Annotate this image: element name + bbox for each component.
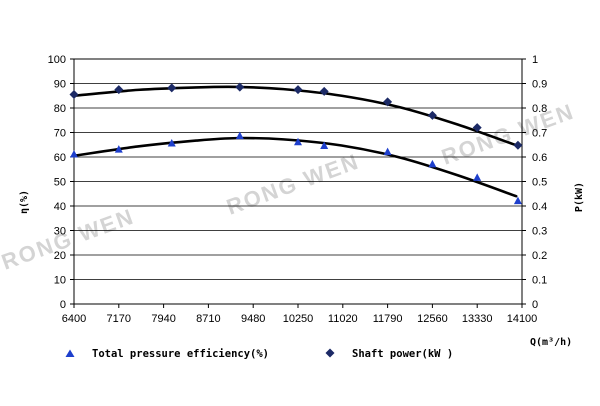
x-tick-label: 7940	[151, 313, 175, 325]
legend-efficiency-label: Total pressure efficiency(%)	[92, 348, 269, 360]
shaft-power-point	[293, 85, 303, 95]
x-tick-label: 7170	[107, 313, 131, 325]
y-left-tick-label: 20	[54, 250, 66, 262]
shaft-power-point	[114, 85, 124, 95]
y-left-tick-label: 30	[54, 226, 66, 238]
efficiency-point	[513, 196, 522, 205]
x-tick-label: 8710	[196, 313, 220, 325]
x-tick-label: 6400	[62, 313, 86, 325]
efficiency-point	[294, 137, 302, 146]
shaft-power-point	[69, 90, 79, 100]
shaft-power-point	[472, 123, 482, 133]
efficiency-point	[320, 141, 329, 149]
legend-shaft-power-label: Shaft power(kW )	[352, 348, 453, 360]
x-tick-label: 9480	[241, 313, 265, 325]
x-tick-label: 13330	[462, 313, 493, 325]
x-axis-ticks: 6400 7170 7940 8710 9480 10250 11020 11790 12560…	[62, 304, 538, 325]
x-tick-label: 12560	[417, 313, 448, 325]
y-right-axis-ticks: 0 0.1 0.2 0.3 0.4 0.5 0.6 0.7 0.8 0.9 1	[522, 54, 547, 311]
y-left-tick-label: 60	[54, 152, 66, 164]
y-left-tick-label: 10	[54, 275, 66, 287]
y-right-tick-label: 0.4	[532, 201, 547, 213]
x-tick-label: 10250	[283, 313, 314, 325]
y-left-axis-label: η(%)	[19, 190, 30, 214]
y-right-tick-label: 0.3	[532, 226, 547, 238]
y-right-tick-label: 0.7	[532, 128, 547, 140]
x-tick-label: 11790	[373, 313, 403, 325]
efficiency-point	[383, 147, 392, 156]
shaft-power-point	[319, 86, 329, 96]
shaft-power-point	[427, 110, 437, 120]
y-left-tick-label: 50	[54, 177, 66, 189]
efficiency-fit-curve	[72, 136, 518, 198]
x-tick-label: 11020	[328, 313, 358, 325]
data-points	[69, 82, 523, 205]
y-right-tick-label: 0.8	[532, 103, 547, 115]
y-left-tick-label: 100	[48, 54, 66, 66]
y-left-tick-label: 90	[54, 79, 66, 91]
y-left-tick-label: 0	[60, 299, 66, 311]
y-right-tick-label: 0.1	[532, 275, 547, 287]
shaft-power-point	[513, 140, 523, 150]
legend: Total pressure efficiency(%) Shaft power…	[65, 348, 453, 360]
y-left-tick-label: 80	[54, 103, 66, 115]
y-left-tick-label: 40	[54, 201, 66, 213]
y-right-tick-label: 0.5	[532, 177, 547, 189]
watermark-text: RONG WEN	[223, 149, 363, 220]
y-left-tick-label: 70	[54, 128, 66, 140]
shaft-power-point	[383, 97, 393, 107]
shaft-power-point	[235, 82, 245, 92]
legend-diamond-marker	[325, 348, 335, 358]
shaft-power-point	[167, 83, 177, 93]
y-right-tick-label: 0.9	[532, 79, 547, 91]
watermark-text: RONG WEN	[438, 99, 578, 170]
efficiency-point	[428, 159, 437, 168]
legend-triangle-marker	[65, 349, 75, 357]
y-right-tick-label: 0	[532, 299, 538, 311]
efficiency-point	[167, 139, 176, 147]
gridlines	[74, 83, 522, 280]
efficiency-point	[235, 131, 244, 140]
y-left-axis-ticks: 0 10 20 30 40 50 60 70 80 90 100	[48, 54, 74, 311]
y-right-tick-label: 0.6	[532, 152, 547, 164]
fit-curves	[72, 85, 518, 198]
efficiency-point	[114, 145, 123, 153]
shaft-power-fit-curve	[72, 85, 518, 147]
x-tick-label: 14100	[507, 313, 538, 325]
y-right-tick-label: 1	[532, 54, 538, 66]
efficiency-point	[473, 173, 482, 181]
efficiency-point	[70, 150, 78, 158]
y-right-axis-label: P(kW)	[574, 182, 585, 212]
x-axis-label: Q(m³/h)	[530, 337, 572, 348]
y-right-tick-label: 0.2	[532, 250, 547, 262]
